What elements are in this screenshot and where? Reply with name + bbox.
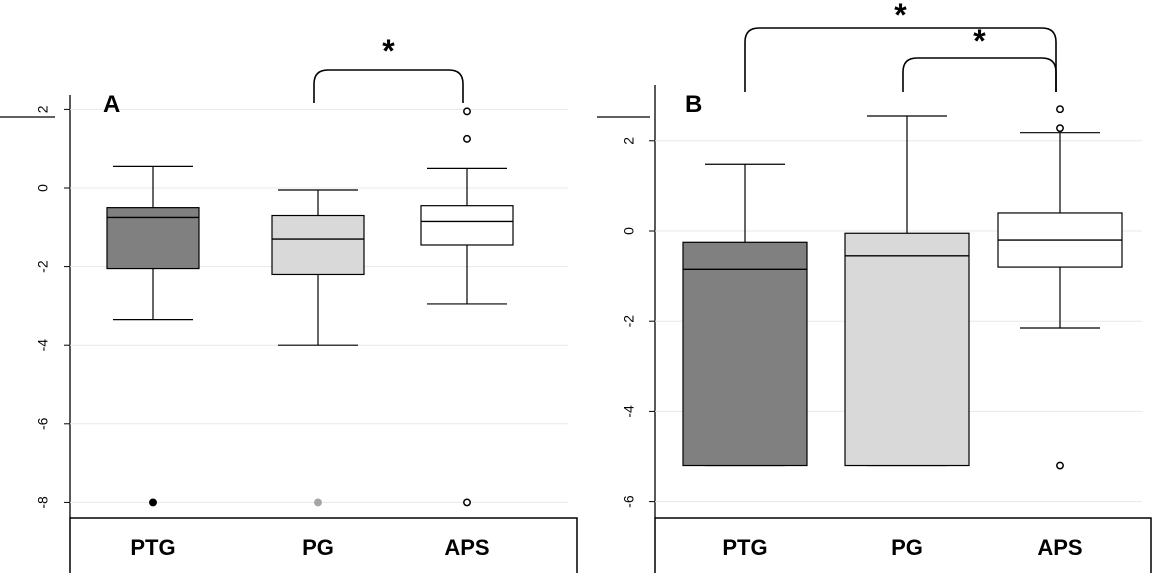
y-tick-label: 2 (35, 105, 51, 113)
significance-star: * (973, 23, 986, 59)
y-tick-label: -8 (35, 496, 51, 509)
y-tick-label: 2 (621, 137, 637, 145)
panel-a: 2 0 -2 -4 -6 -8 A PTG PG APS * (0, 33, 578, 573)
x-category-label: PG (302, 535, 334, 560)
significance-bracket (902, 57, 1057, 92)
outlier-point (463, 107, 471, 116)
panel-b: 2 0 -2 -4 -6 B PTG PG APS * * (597, 0, 1152, 573)
outlier-point (1056, 124, 1064, 133)
box-body (844, 232, 970, 467)
x-category-label: APS (444, 535, 489, 560)
category-frame (654, 517, 1152, 573)
panel-label: A (103, 91, 120, 118)
box-body (271, 214, 365, 276)
box-body (420, 205, 514, 246)
category-frame (69, 517, 578, 573)
outlier-point (463, 134, 471, 143)
significance-star: * (894, 0, 907, 33)
box-ptg (106, 165, 200, 507)
outlier-point (1056, 461, 1064, 470)
y-tick-label: -6 (35, 417, 51, 430)
box-pg (844, 115, 970, 467)
y-tick-label: -6 (621, 495, 637, 508)
outlier-point (463, 498, 471, 507)
x-category-label: PTG (722, 535, 767, 560)
box-aps (420, 107, 514, 507)
y-tick-label: -4 (621, 405, 637, 418)
y-tick-label: -2 (35, 260, 51, 273)
box-pg (271, 189, 365, 507)
outlier-point (314, 498, 322, 507)
significance-star: * (382, 33, 395, 69)
box-body (682, 241, 808, 467)
panel-label: B (685, 91, 702, 118)
x-category-label: PTG (130, 535, 175, 560)
y-tick-label: -2 (621, 315, 637, 328)
outlier-point (1056, 105, 1064, 114)
outlier-point (149, 498, 157, 507)
x-category-label: APS (1037, 535, 1082, 560)
box-ptg (682, 163, 808, 467)
box-aps (997, 105, 1123, 470)
y-tick-label: 0 (35, 184, 51, 192)
x-category-label: PG (891, 535, 923, 560)
significance-bracket (744, 27, 1057, 92)
y-tick-label: -4 (35, 339, 51, 352)
y-tick-label: 0 (621, 227, 637, 235)
significance-bracket (313, 69, 464, 103)
